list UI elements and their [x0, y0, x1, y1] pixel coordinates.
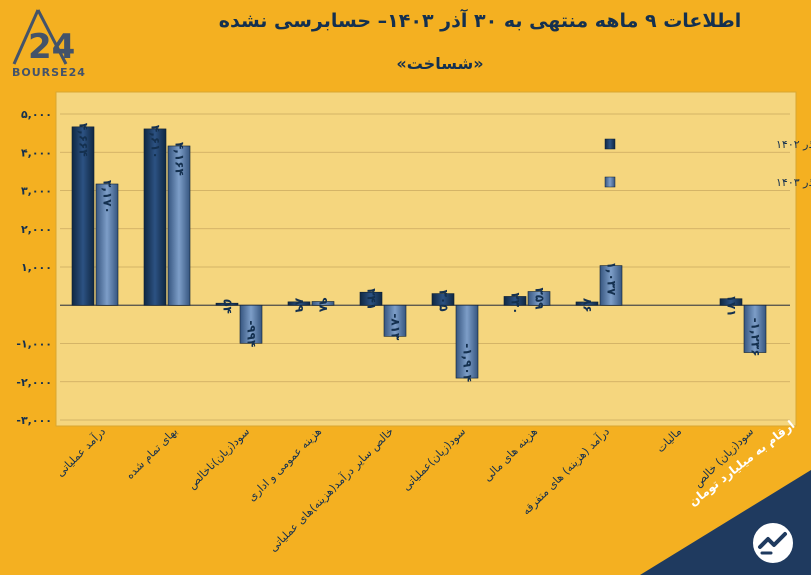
svg-text:24: 24: [28, 27, 75, 67]
legend-swatch: [604, 138, 616, 150]
x-axis: درآمد عملیاتی بهای تمام شده سود(زیان)ناخال…: [53, 424, 756, 554]
data-label: ۴,۶۶۴: [77, 123, 91, 157]
y-tick-label: ۵,۰۰۰: [21, 108, 52, 121]
y-axis: ۵,۰۰۰ ۴,۰۰۰ ۳,۰۰۰ ۲,۰۰۰ ۱,۰۰۰ -۱,۰۰۰ -۲,۰۰۰ -۳,…: [16, 108, 52, 427]
x-tick-label: هزینه های مالی: [481, 425, 540, 484]
bar-1402: [719, 298, 743, 306]
data-label: -۱,۲۳۶: [749, 318, 763, 357]
bar-1403: [455, 304, 479, 379]
bar-1402: [575, 301, 599, 306]
y-tick-label: -۳,۰۰۰: [16, 414, 52, 427]
data-label: -۱,۹۰۴: [461, 343, 475, 382]
bar-1403: [239, 304, 263, 344]
data-label: ۸۹: [293, 298, 307, 313]
data-label: ۳۰۵: [437, 290, 451, 312]
x-tick-label: درآمد عملیاتی: [53, 424, 108, 479]
legend-label: عملکرد منتهی به آذر ۱۴۰۲: [776, 137, 811, 151]
data-label: ۵۴: [221, 299, 235, 314]
y-tick-label: ۴,۰۰۰: [21, 146, 52, 159]
x-tick-label: خالص سایر درآمد(هزینه)های عملیاتی: [266, 424, 396, 554]
bar-1402: [143, 128, 167, 306]
page-title: اطلاعات ۹ ماهه منتهی به ۳۰ آذر ۱۴۰۳– حسا…: [218, 10, 742, 32]
data-label: ۴,۱۶۴: [173, 142, 187, 176]
bar-1403: [527, 291, 551, 306]
data-label: ۳۵۹: [533, 288, 547, 311]
bar-1402: [431, 293, 455, 306]
data-label: ۲۳۰: [509, 292, 523, 314]
bar-1402: [359, 291, 383, 306]
bar-1403: [383, 304, 407, 337]
brand-circle-icon: [751, 521, 795, 565]
data-label: ۸۶: [581, 298, 595, 313]
legend: عملکرد منتهی به آذر ۱۴۰۲ عملکرد منتهی به …: [604, 137, 811, 189]
data-label: ۳,۱۷۰: [101, 180, 115, 214]
data-label: -۹۹۴: [245, 320, 259, 347]
data-label: -۸۱۳: [389, 313, 403, 341]
x-tick-label: مالیات: [654, 425, 684, 455]
bar-1403: [599, 265, 623, 306]
bar-1403: [743, 304, 767, 353]
x-tick-label: سود(زیان)ناخالص: [185, 425, 252, 492]
data-label: ۱۷۱: [725, 295, 739, 317]
x-tick-label: هزینه عمومی و اداری: [245, 425, 324, 504]
bourse24-logo-icon: 24: [12, 9, 75, 67]
y-tick-label: ۱,۰۰۰: [21, 261, 52, 274]
bar-1402: [215, 302, 239, 306]
x-tick-label: سود(زیان)عملیاتی: [400, 425, 468, 493]
plot-area: [55, 91, 797, 427]
bar-1403: [95, 183, 119, 306]
legend-label: عملکرد منتهی به آذر ۱۴۰۳: [776, 175, 811, 189]
bar-1403: [311, 301, 335, 306]
logo-wordmark: BOURSE24: [12, 66, 86, 79]
data-label: ۹۸: [317, 298, 331, 313]
data-label: ۳۴۱: [365, 288, 379, 310]
y-tick-label: ۲,۰۰۰: [21, 223, 52, 236]
data-label: ۱,۰۳۷: [605, 262, 619, 297]
bars: ۴,۶۶۴ ۳,۱۷۰ ۴,۶۱۰ ۴,۱۶۴ ۵۴ -۹۹۴ ۸۹ ۹۸ ۳۴۱ -۸۱۳ ۳۰۵…: [71, 123, 767, 382]
bar-1402: [503, 296, 527, 306]
x-tick-label: بهای تمام شده: [123, 425, 180, 482]
legend-swatch: [604, 176, 616, 188]
y-tick-label: -۱,۰۰۰: [16, 338, 52, 351]
data-label: ۴,۶۱۰: [149, 125, 163, 159]
bar-1402: [287, 301, 311, 306]
y-tick-label: ۳,۰۰۰: [21, 185, 52, 198]
company-subtitle: «شساخت»: [396, 54, 484, 73]
bar-1402: [71, 126, 95, 306]
y-tick-label: -۲,۰۰۰: [16, 376, 52, 389]
bar-1403: [167, 145, 191, 306]
